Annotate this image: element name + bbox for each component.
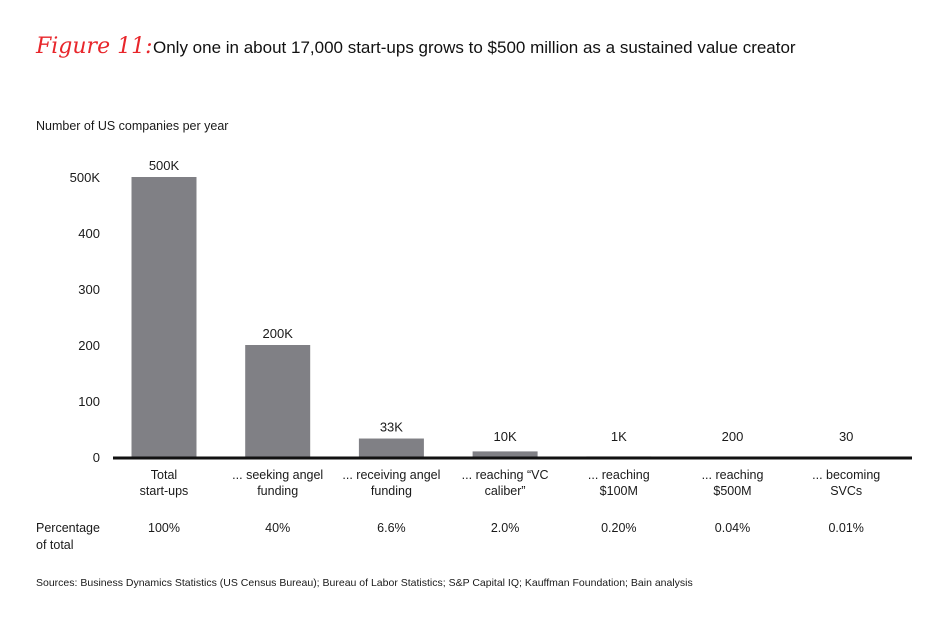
data-label: 33K — [380, 420, 403, 435]
bar — [245, 345, 311, 457]
category-label: Total — [151, 468, 177, 482]
y-tick-label: 100 — [78, 394, 100, 409]
y-tick-label: 200 — [78, 338, 100, 353]
percentage-value: 2.0% — [491, 521, 520, 535]
category-label: SVCs — [830, 484, 862, 498]
y-tick-label: 400 — [78, 226, 100, 241]
figure-label: Figure 11: — [36, 34, 153, 59]
category-label: funding — [257, 484, 298, 498]
category-label: ... seeking angel — [232, 468, 323, 482]
y-tick-label: 0 — [93, 450, 100, 465]
percentage-row-label: Percentage of total — [36, 520, 100, 554]
y-axis-label: Number of US companies per year — [36, 119, 229, 133]
category-label: funding — [371, 484, 412, 498]
percentage-label-line: of total — [36, 538, 74, 552]
data-label: 200 — [722, 429, 744, 444]
y-tick-label: 500K — [70, 170, 101, 185]
bar — [358, 438, 424, 457]
category-label: $100M — [600, 484, 638, 498]
category-label: start-ups — [140, 484, 189, 498]
percentage-value: 0.04% — [715, 521, 750, 535]
bar — [472, 451, 538, 457]
data-label: 200K — [263, 326, 294, 341]
data-label: 1K — [611, 429, 627, 444]
source-note: Sources: Business Dynamics Statistics (U… — [36, 577, 693, 589]
percentage-value: 0.20% — [601, 521, 636, 535]
percentage-value: 6.6% — [377, 521, 406, 535]
data-label: 30 — [839, 429, 853, 444]
chart-title: Only one in about 17,000 start-ups grows… — [153, 38, 796, 57]
category-label: ... reaching “VC — [462, 468, 549, 482]
category-label: caliber” — [485, 484, 526, 498]
bar — [131, 177, 197, 457]
data-label: 10K — [494, 429, 517, 444]
category-label: ... receiving angel — [342, 468, 440, 482]
category-label: ... reaching — [588, 468, 650, 482]
category-label: $500M — [713, 484, 751, 498]
percentage-value: 40% — [265, 521, 290, 535]
category-label: ... reaching — [702, 468, 764, 482]
y-tick-label: 300 — [78, 282, 100, 297]
percentage-value: 100% — [148, 521, 180, 535]
percentage-label-line: Percentage — [36, 521, 100, 535]
category-label: ... becoming — [812, 468, 880, 482]
percentage-value: 0.01% — [828, 521, 863, 535]
data-label: 500K — [149, 158, 180, 173]
